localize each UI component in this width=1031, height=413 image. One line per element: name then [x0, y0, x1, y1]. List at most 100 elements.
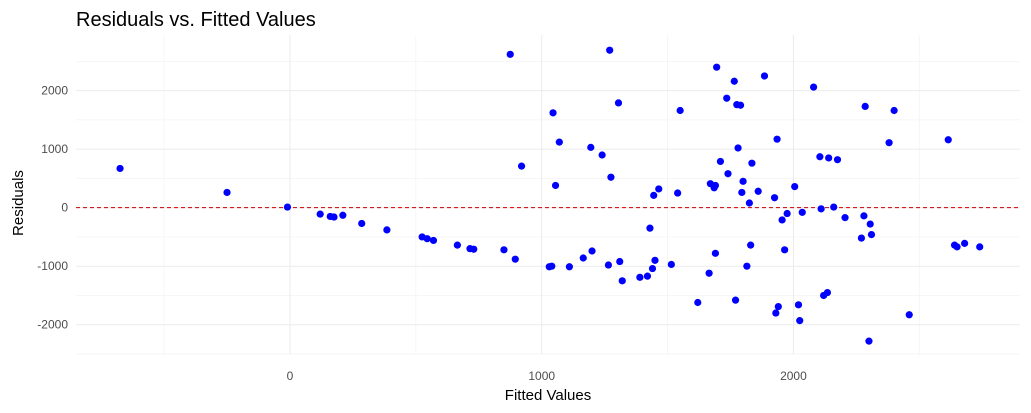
data-point	[794, 301, 803, 309]
data-point	[723, 94, 731, 102]
data-point	[745, 199, 753, 207]
data-point	[825, 154, 833, 162]
data-point	[506, 50, 514, 58]
y-axis-tick-labels: -2000 -1000 0 1000 2000	[37, 84, 68, 332]
data-point	[551, 181, 560, 190]
x-axis-title: Fitted Values	[505, 387, 591, 404]
data-point	[648, 264, 657, 273]
data-point	[614, 99, 623, 107]
data-point	[730, 77, 738, 85]
x-axis-tick-labels: 0 1000 2000	[287, 369, 807, 383]
data-point	[724, 170, 732, 178]
data-point	[841, 214, 849, 222]
data-point	[316, 210, 324, 218]
data-point	[606, 46, 614, 54]
y-tick-label: 2000	[41, 84, 68, 98]
data-point	[739, 177, 747, 185]
x-tick-label: 0	[287, 369, 294, 383]
data-point	[885, 139, 893, 147]
data-point	[453, 241, 461, 249]
data-point	[743, 262, 751, 270]
data-point	[830, 203, 838, 211]
data-point	[731, 296, 740, 304]
data-point	[667, 260, 675, 269]
data-point	[816, 153, 824, 161]
data-point	[711, 181, 720, 190]
data-point	[358, 219, 366, 228]
data-point	[713, 63, 721, 71]
data-point	[655, 185, 663, 193]
data-point	[674, 189, 682, 197]
data-point	[587, 143, 595, 151]
data-point	[734, 144, 742, 152]
data-point	[867, 230, 876, 239]
data-point	[339, 211, 347, 219]
data-point	[716, 157, 725, 166]
data-point	[857, 234, 866, 242]
data-point	[604, 261, 613, 269]
data-point	[781, 246, 789, 254]
data-point	[650, 191, 658, 199]
data-point	[579, 254, 587, 262]
data-point	[783, 209, 791, 218]
data-point	[865, 337, 873, 345]
data-point	[736, 101, 745, 109]
y-axis-title: Residuals	[10, 170, 27, 236]
data-point	[643, 272, 652, 280]
data-point	[796, 317, 804, 325]
data-point	[549, 109, 557, 117]
grid-lines	[76, 35, 1020, 355]
data-point	[817, 205, 825, 213]
data-point	[598, 151, 606, 159]
data-point	[833, 156, 842, 164]
data-point	[555, 138, 563, 146]
data-point	[676, 106, 684, 115]
data-point	[711, 249, 720, 257]
chart-title: Residuals vs. Fitted Values	[76, 9, 316, 31]
data-point	[866, 220, 874, 228]
data-point	[565, 263, 573, 271]
data-point	[747, 241, 755, 249]
data-point	[809, 83, 818, 91]
data-point	[778, 216, 786, 224]
data-point	[953, 243, 961, 251]
data-point	[223, 188, 231, 197]
data-point	[772, 309, 780, 317]
data-point	[738, 188, 746, 197]
data-point	[944, 136, 952, 144]
data-points	[116, 46, 984, 345]
data-point	[116, 164, 124, 173]
data-point	[791, 182, 799, 191]
data-point	[760, 72, 769, 80]
data-point	[500, 246, 508, 254]
data-point	[860, 212, 868, 220]
data-point	[636, 273, 644, 281]
data-point	[651, 256, 659, 264]
y-tick-label: 1000	[41, 142, 68, 156]
x-tick-label: 2000	[780, 369, 807, 383]
data-point	[754, 187, 762, 195]
data-point	[774, 302, 782, 311]
data-point	[976, 243, 984, 251]
data-point	[548, 262, 556, 270]
data-point	[423, 235, 431, 243]
data-point	[861, 102, 869, 111]
data-point	[511, 255, 519, 263]
y-tick-label: -1000	[37, 259, 68, 273]
data-point	[283, 203, 292, 211]
data-point	[748, 159, 756, 167]
data-point	[429, 236, 438, 245]
data-point	[588, 247, 596, 255]
data-point	[823, 288, 832, 297]
data-point	[961, 239, 969, 247]
data-point	[890, 106, 898, 115]
data-point	[770, 194, 779, 202]
data-point	[705, 269, 713, 277]
data-point	[618, 277, 626, 285]
y-tick-label: -2000	[37, 318, 68, 332]
data-point	[905, 311, 913, 319]
data-point	[607, 173, 615, 181]
data-point	[616, 257, 624, 266]
data-point	[517, 162, 526, 170]
